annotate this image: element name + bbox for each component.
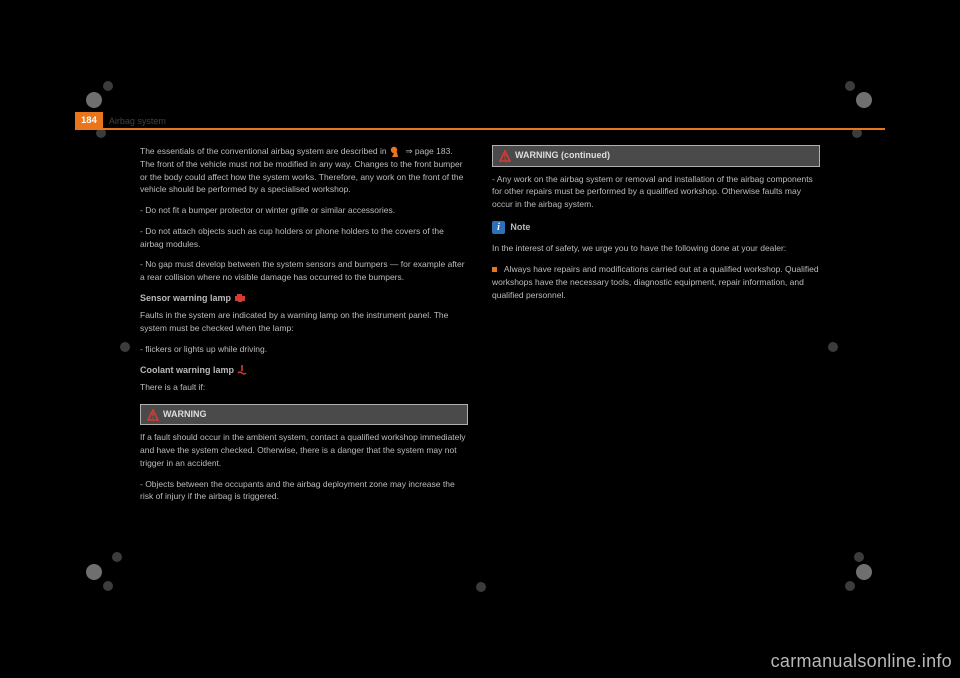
page-header: 184 Airbag system [75,109,885,129]
coolant-text: There is a fault if: [140,381,468,394]
right-column: WARNING (continued) - Any work on the ai… [492,145,820,575]
list-item-1: - Do not fit a bumper protector or winte… [140,204,468,217]
list-item-2: - Do not attach objects such as cup hold… [140,225,468,251]
sensor-subhead-text: Sensor warning lamp [140,293,234,303]
left-column: The essentials of the conventional airba… [140,145,468,575]
warning-continued-box: WARNING (continued) [492,145,820,167]
info-body: In the interest of safety, we urge you t… [492,242,820,255]
coolant-icon [237,365,247,375]
reg-mark-tl [84,76,118,110]
page-content: The essentials of the conventional airba… [140,145,820,575]
reg-mark-br2 [842,540,876,574]
list-item-3: - No gap must develop between the system… [140,258,468,284]
watermark: carmanualsonline.info [771,651,952,672]
warning-continued-label: WARNING (continued) [515,149,610,163]
header-rule [75,128,885,130]
warning-box: WARNING [140,404,468,426]
cross-ref: ⇒ page 183. [405,146,452,156]
warning-body-1: If a fault should occur in the ambient s… [140,431,468,469]
coolant-subhead-text: Coolant warning lamp [140,365,237,375]
info-bullet-1: Always have repairs and modifications ca… [492,263,820,301]
warning-continued-body: - Any work on the airbag system or remov… [492,173,820,211]
square-bullet-icon [492,267,497,272]
reg-mark-tr [840,76,874,110]
reg-mark-mr [816,330,850,364]
info-heading: i Note [492,221,820,235]
reg-mark-bl2 [100,540,134,574]
sensor-check1: - flickers or lights up while driving. [140,343,468,356]
airbag-icon [389,146,403,158]
reg-mark-ml [108,330,142,364]
intro-text-b: The front of the vehicle must not be mod… [140,159,463,195]
reg-mark-bc [464,570,498,604]
warning-label: WARNING [163,408,207,422]
engine-icon [234,293,246,303]
info-icon: i [492,221,505,234]
sensor-text: Faults in the system are indicated by a … [140,309,468,335]
para-intro: The essentials of the conventional airba… [140,145,468,196]
intro-text: The essentials of the conventional airba… [140,146,389,156]
warning-triangle-icon [499,150,511,162]
warning-body-2: - Objects between the occupants and the … [140,478,468,504]
warning-triangle-icon [147,409,159,421]
page-number: 184 [75,112,103,130]
info-label: Note [510,222,530,232]
sensor-subhead: Sensor warning lamp [140,292,468,306]
info-bullet-1-text: Always have repairs and modifications ca… [492,264,819,300]
coolant-subhead: Coolant warning lamp [140,364,468,378]
